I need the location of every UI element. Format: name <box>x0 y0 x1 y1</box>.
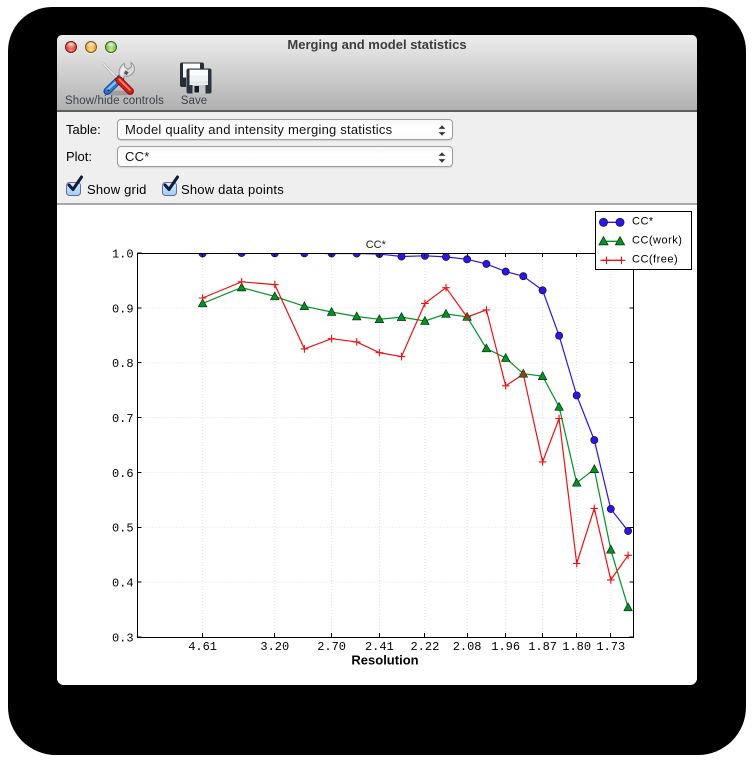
svg-text:0.6: 0.6 <box>112 467 134 481</box>
svg-text:CC(free): CC(free) <box>632 254 678 266</box>
svg-text:Resolution: Resolution <box>351 653 418 668</box>
svg-text:0.7: 0.7 <box>112 412 134 426</box>
svg-text:CC*: CC* <box>632 216 654 228</box>
svg-text:1.87: 1.87 <box>528 640 557 654</box>
svg-text:2.08: 2.08 <box>453 640 482 654</box>
svg-text:4.61: 4.61 <box>188 640 217 654</box>
svg-text:2.70: 2.70 <box>317 640 346 654</box>
svg-text:2.41: 2.41 <box>365 640 394 654</box>
svg-text:0.5: 0.5 <box>112 522 134 536</box>
svg-text:0.3: 0.3 <box>112 631 134 645</box>
svg-text:0.9: 0.9 <box>112 302 134 316</box>
svg-text:1.80: 1.80 <box>562 640 591 654</box>
svg-text:1.73: 1.73 <box>596 640 625 654</box>
svg-text:1.96: 1.96 <box>491 640 520 654</box>
svg-text:CC(work): CC(work) <box>632 235 682 247</box>
svg-text:0.4: 0.4 <box>112 577 134 591</box>
svg-text:1.0: 1.0 <box>112 247 134 261</box>
svg-text:2.22: 2.22 <box>410 640 439 654</box>
svg-text:3.20: 3.20 <box>260 640 289 654</box>
svg-text:0.8: 0.8 <box>112 357 134 371</box>
svg-text:CC*: CC* <box>366 239 387 251</box>
